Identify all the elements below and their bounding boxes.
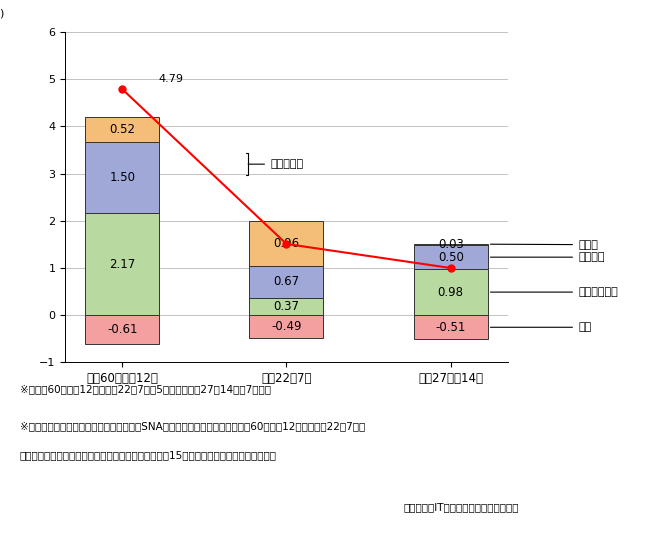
Bar [249, 266, 324, 298]
Bar [414, 269, 488, 315]
Text: 経済成長率: 経済成長率 [246, 153, 303, 175]
Bar [249, 298, 324, 315]
Text: 0.37: 0.37 [273, 300, 299, 313]
Text: 0.52: 0.52 [109, 123, 135, 136]
Text: 0.50: 0.50 [437, 251, 464, 264]
Bar [249, 221, 324, 266]
Bar [85, 213, 159, 315]
Bar [85, 117, 159, 142]
Bar [85, 315, 159, 344]
Text: 均の経済成長率及び各生産要素の寄与度は、平成15年版情報通信白書と数値が異なる: 均の経済成長率及び各生産要素の寄与度は、平成15年版情報通信白書と数値が異なる [20, 450, 277, 461]
Bar [414, 315, 488, 340]
Bar [249, 315, 324, 338]
Text: 一般資本: 一般資本 [490, 252, 605, 262]
Text: 0.96: 0.96 [273, 237, 299, 250]
Text: 0.03: 0.03 [437, 238, 464, 251]
Text: その他: その他 [490, 240, 598, 249]
Bar [414, 244, 488, 245]
Text: （出典）「ITの経済分析に関する調査」: （出典）「ITの経済分析に関する調査」 [404, 502, 519, 512]
Text: -0.51: -0.51 [436, 321, 466, 334]
Text: 情報通信資本: 情報通信資本 [490, 287, 618, 297]
Bar [414, 245, 488, 269]
Text: ※　昭和60～平成12年、平成22～7年は5年平均、平成27～14年は7年平均: ※ 昭和60～平成12年、平成22～7年は5年平均、平成27～14年は7年平均 [20, 384, 271, 394]
Text: 1.50: 1.50 [109, 171, 135, 184]
Text: (%): (%) [0, 9, 5, 19]
Text: 労働: 労働 [490, 322, 591, 332]
Text: ※　民間企業資本ストック（内阔府）及びSNAの遅及的な改訂等により、昭和60～平成12年及び平成22～7年平: ※ 民間企業資本ストック（内阔府）及びSNAの遅及的な改訂等により、昭和60～平… [20, 421, 365, 431]
Bar [85, 142, 159, 213]
Text: 0.67: 0.67 [273, 276, 299, 288]
Text: 2.17: 2.17 [109, 257, 135, 271]
Text: -0.49: -0.49 [271, 320, 301, 333]
Text: 4.79: 4.79 [158, 75, 184, 84]
Text: -0.61: -0.61 [107, 323, 137, 336]
Text: 0.98: 0.98 [437, 286, 464, 298]
